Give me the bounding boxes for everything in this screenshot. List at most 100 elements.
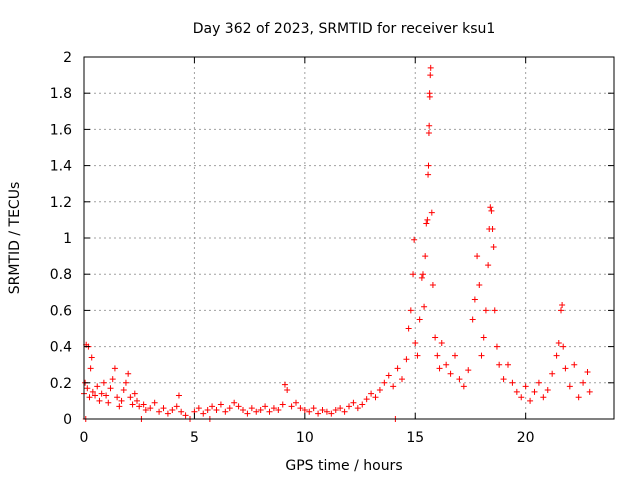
data-point bbox=[372, 394, 379, 401]
y-tick-label: 0.2 bbox=[50, 376, 72, 392]
data-point bbox=[253, 408, 260, 415]
data-point bbox=[428, 209, 435, 216]
data-point bbox=[89, 388, 96, 395]
data-point bbox=[412, 339, 419, 346]
data-point bbox=[452, 352, 458, 359]
data-point bbox=[235, 403, 242, 410]
data-point bbox=[496, 361, 503, 368]
data-point bbox=[354, 405, 361, 412]
data-point bbox=[427, 72, 434, 79]
data-point bbox=[127, 394, 134, 401]
grid bbox=[84, 57, 614, 419]
data-point bbox=[114, 394, 121, 401]
data-point bbox=[505, 361, 511, 368]
data-point bbox=[426, 122, 433, 129]
data-point bbox=[87, 365, 94, 372]
data-point bbox=[337, 405, 344, 412]
x-tick-label: 5 bbox=[190, 430, 199, 446]
data-point bbox=[122, 379, 129, 386]
data-point bbox=[275, 406, 282, 413]
data-point bbox=[341, 408, 348, 415]
data-point bbox=[107, 385, 114, 392]
data-point bbox=[426, 93, 433, 100]
data-point bbox=[175, 392, 182, 399]
data-point bbox=[560, 343, 567, 350]
data-point bbox=[363, 396, 370, 403]
x-tick-label: 20 bbox=[517, 430, 535, 446]
data-point bbox=[244, 410, 251, 417]
data-point bbox=[584, 368, 591, 375]
data-point bbox=[231, 399, 238, 406]
data-point bbox=[213, 406, 220, 413]
data-point bbox=[109, 376, 116, 383]
data-point bbox=[100, 379, 107, 386]
data-point bbox=[405, 325, 412, 332]
data-point bbox=[359, 401, 366, 408]
data-point bbox=[125, 370, 132, 377]
data-point bbox=[438, 339, 445, 346]
data-point bbox=[142, 406, 149, 413]
data-point bbox=[418, 274, 425, 281]
data-point bbox=[92, 392, 99, 399]
data-point bbox=[411, 236, 418, 243]
data-point bbox=[310, 405, 317, 412]
data-point bbox=[94, 383, 101, 390]
data-point bbox=[562, 365, 569, 372]
data-point bbox=[204, 406, 211, 413]
data-point bbox=[134, 397, 140, 404]
data-point bbox=[434, 352, 441, 359]
data-point bbox=[553, 352, 560, 359]
data-point bbox=[410, 271, 417, 278]
data-point bbox=[555, 339, 562, 346]
y-tick-label: 1.6 bbox=[50, 122, 72, 138]
data-point bbox=[178, 408, 185, 415]
data-point bbox=[376, 387, 383, 394]
y-tick-label: 0.4 bbox=[50, 340, 72, 356]
data-point bbox=[394, 365, 401, 372]
data-point bbox=[164, 410, 171, 417]
data-point bbox=[350, 399, 357, 406]
data-point bbox=[535, 379, 542, 386]
data-point bbox=[422, 253, 429, 260]
data-point bbox=[169, 406, 176, 413]
data-point bbox=[323, 408, 330, 415]
data-point bbox=[432, 334, 439, 341]
data-point bbox=[465, 367, 472, 374]
data-point bbox=[131, 390, 138, 397]
data-point bbox=[474, 253, 481, 260]
data-point bbox=[478, 352, 485, 359]
data-point bbox=[297, 405, 304, 412]
data-point bbox=[480, 334, 487, 341]
data-point bbox=[284, 387, 291, 394]
data-point bbox=[306, 408, 313, 415]
data-point bbox=[182, 412, 189, 419]
data-point bbox=[332, 406, 339, 413]
data-point bbox=[301, 406, 308, 413]
data-point bbox=[385, 372, 392, 379]
data-point bbox=[160, 405, 167, 412]
data-point bbox=[173, 403, 180, 410]
data-point bbox=[315, 410, 322, 417]
data-point bbox=[226, 405, 233, 412]
data-point bbox=[513, 388, 520, 395]
data-point bbox=[240, 406, 246, 413]
axis-ticks: 0 5 10 15 20 0 0.2 0.4 0.6 0.8 1 1.2 1.4 1.6 1.8 2 bbox=[50, 50, 614, 446]
data-point bbox=[424, 216, 431, 223]
data-point bbox=[531, 388, 538, 395]
y-tick-label: 0.6 bbox=[50, 303, 72, 319]
data-point bbox=[460, 383, 467, 390]
data-point bbox=[399, 376, 405, 383]
data-point bbox=[98, 390, 105, 397]
data-point bbox=[482, 307, 489, 314]
data-point bbox=[156, 408, 163, 415]
data-point bbox=[427, 64, 434, 71]
data-point bbox=[293, 399, 299, 406]
data-point bbox=[257, 406, 264, 413]
x-tick-label: 15 bbox=[406, 430, 424, 446]
data-point bbox=[120, 387, 127, 394]
data-point bbox=[319, 406, 326, 413]
data-point bbox=[491, 307, 498, 314]
data-point bbox=[222, 408, 229, 415]
data-point bbox=[488, 207, 495, 214]
